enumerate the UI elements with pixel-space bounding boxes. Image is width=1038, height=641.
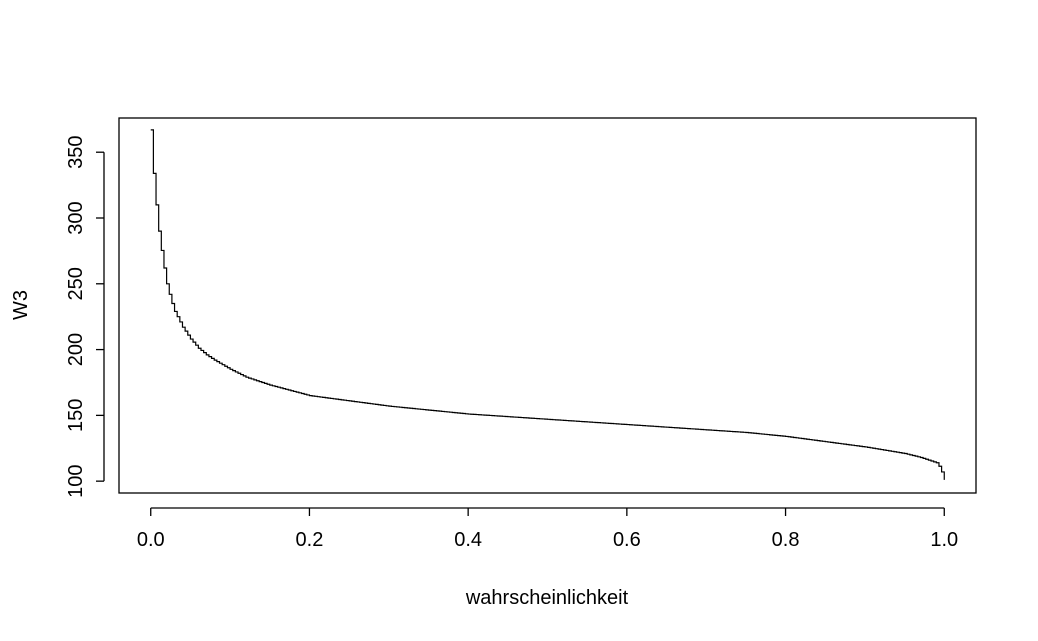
y-axis-title: W3 xyxy=(10,290,32,320)
y-tick-label: 150 xyxy=(65,399,87,432)
x-tick-label: 0.4 xyxy=(454,529,482,551)
y-tick-label: 200 xyxy=(65,333,87,366)
x-axis-title: wahrscheinlichkeit xyxy=(465,587,629,609)
x-tick-label: 0.8 xyxy=(772,529,800,551)
y-tick-label: 300 xyxy=(65,201,87,234)
x-tick-label: 0.0 xyxy=(137,529,165,551)
y-tick-label: 350 xyxy=(65,136,87,169)
series-layer xyxy=(150,129,945,480)
y-tick-label: 250 xyxy=(65,267,87,300)
x-tick-label: 0.6 xyxy=(613,529,641,551)
plot-frame xyxy=(118,117,977,494)
x-axis: 0.0 0.2 0.4 0.6 0.8 1.0 xyxy=(137,507,958,551)
series-line xyxy=(150,129,945,480)
x-tick-label: 1.0 xyxy=(930,529,958,551)
x-tick-label: 0.2 xyxy=(296,529,324,551)
y-axis: 100 150 200 250 300 350 xyxy=(65,136,105,498)
y-tick-label: 100 xyxy=(65,464,87,497)
